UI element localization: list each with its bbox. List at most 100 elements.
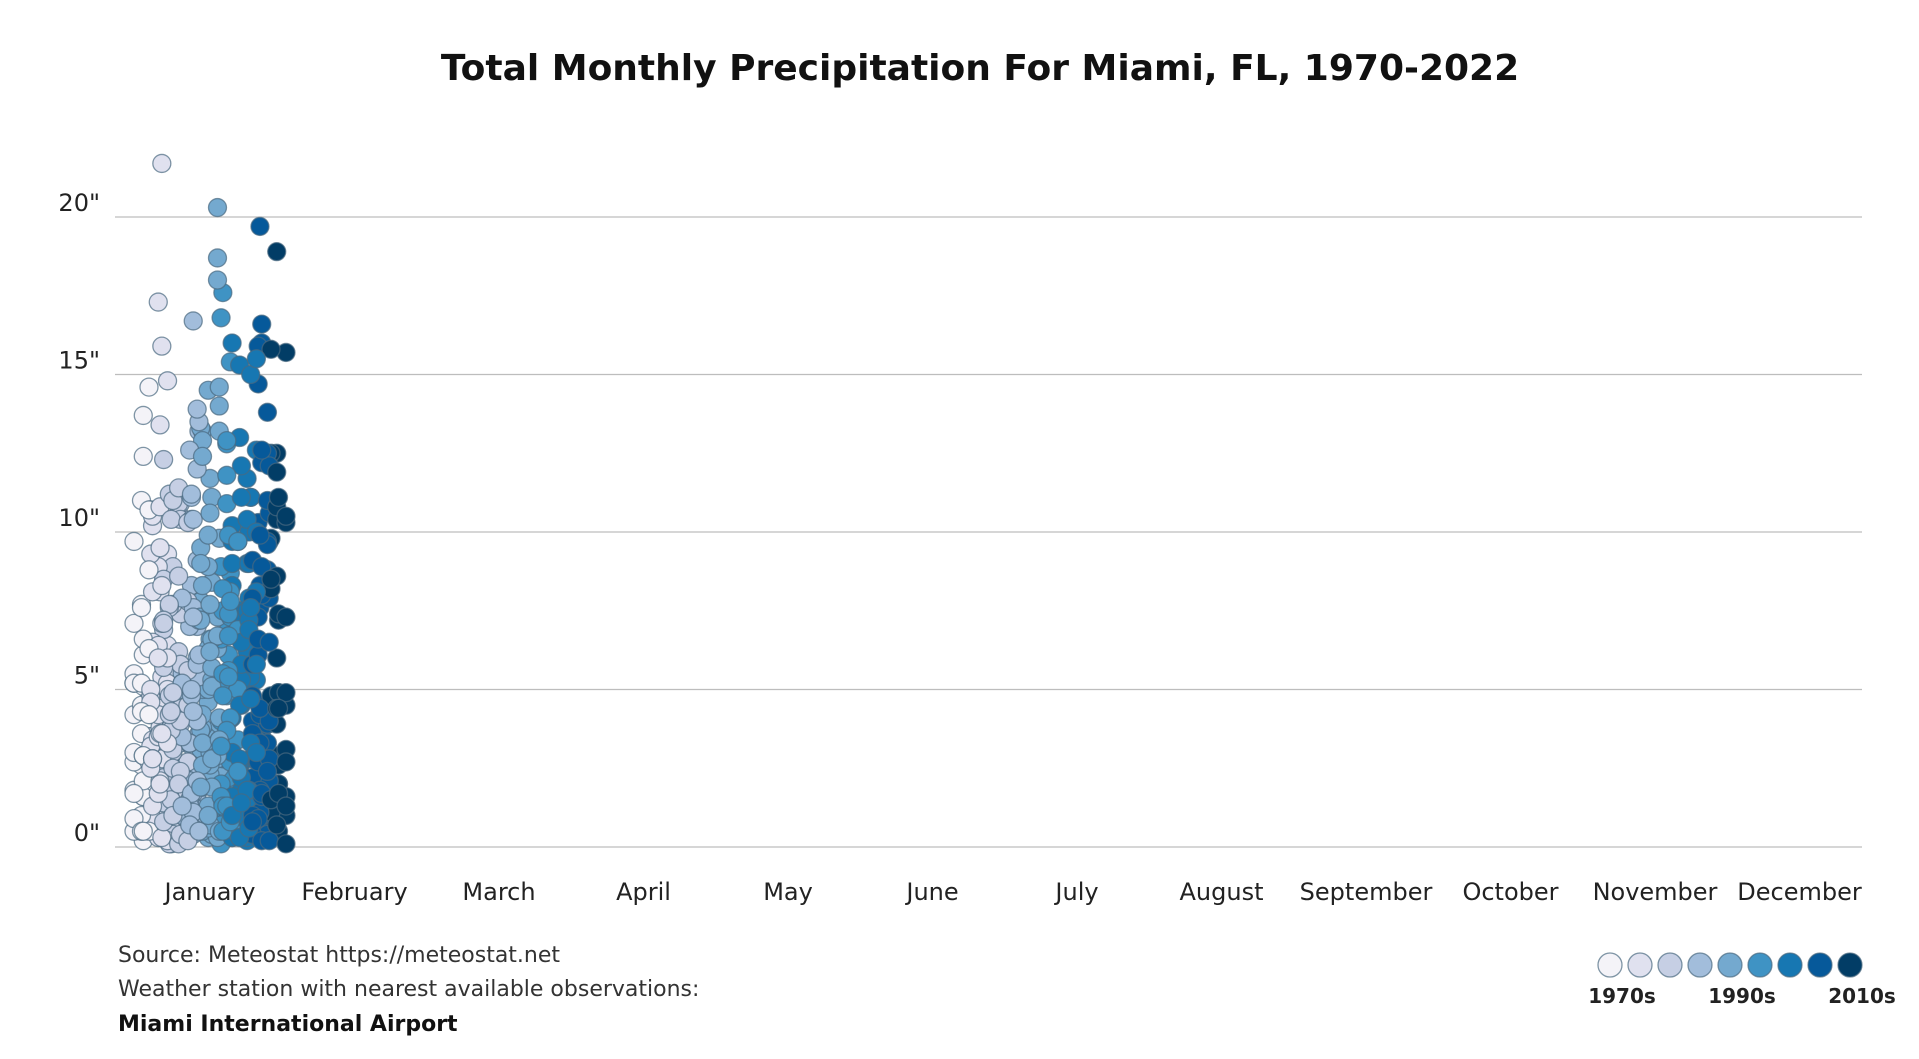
legend-swatch [1627,952,1653,978]
data-point [142,749,163,769]
data-point [183,509,203,530]
data-point [191,553,211,574]
data-point [209,396,229,416]
data-point [276,834,296,854]
data-point [139,377,159,397]
data-point [148,648,168,668]
x-tick-label: June [904,878,958,906]
data-point [150,538,170,558]
data-point [209,377,229,397]
data-point [217,465,237,485]
data-point [163,683,183,703]
data-point [198,805,218,826]
data-point [242,812,263,832]
chart-title: Total Monthly Precipitation For Miami, F… [441,48,1519,89]
legend-swatch [1837,952,1863,978]
data-point [148,292,168,312]
data-point [257,761,278,782]
data-point [200,642,220,662]
x-tick-label: February [301,878,407,906]
data-point [211,736,231,756]
data-point [250,525,270,545]
data-point [181,679,202,700]
data-point [261,569,281,589]
data-point [218,667,239,687]
x-tick-label: April [616,878,671,906]
x-tick-label: October [1462,878,1558,906]
legend-label: 2010s [1828,984,1896,1008]
x-tick-label: July [1053,878,1098,906]
data-point [217,430,237,451]
y-tick-label: 20" [58,189,100,217]
data-point [152,336,172,356]
data-point [183,311,203,331]
data-point [133,405,153,426]
legend-swatch [1777,952,1803,978]
data-point [150,774,170,794]
data-point [183,701,203,722]
data-point [228,761,248,782]
data-point [153,449,174,470]
data-point [181,484,202,504]
legend-swatch [1747,952,1773,978]
data-point [267,815,287,835]
data-point [246,349,267,369]
data-point [268,487,289,508]
data-point [207,270,228,290]
data-point [220,591,240,611]
data-point [250,216,270,237]
data-point [257,402,278,422]
data-point [200,594,220,615]
data-point [218,626,239,646]
data-point [191,777,211,797]
decade-legend: 1970s 1990s 2010s [1588,952,1896,1008]
data-point [276,506,296,526]
legend-swatch [1717,952,1743,978]
station-name: Miami International Airport [118,1012,458,1037]
data-point [153,613,174,633]
data-point [152,153,172,174]
data-point [207,197,228,218]
x-tick-label: December [1737,878,1862,906]
data-point [267,241,287,262]
data-points [124,153,296,854]
data-point [231,793,252,813]
data-point [124,531,144,552]
data-point [222,553,242,574]
y-tick-label: 5" [74,662,100,690]
data-point [241,689,261,709]
data-point [252,314,272,334]
data-point [246,742,267,763]
station-note: Weather station with nearest available o… [118,977,699,1002]
legend-swatch [1687,952,1713,978]
legend-label: 1970s [1588,984,1656,1008]
data-point [152,575,172,596]
data-point [124,783,144,804]
x-tick-label: March [462,878,535,906]
data-point [161,701,181,722]
data-point [161,509,181,530]
data-point [189,821,209,841]
data-point [252,440,272,460]
data-point [267,462,287,482]
data-point [187,399,207,419]
data-point [157,371,178,391]
source-text: Source: Meteostat https://meteostat.net [118,943,560,968]
data-point [207,248,228,268]
y-tick-label: 0" [74,819,100,847]
data-point [276,796,296,816]
data-point [192,733,213,753]
data-point [241,597,261,618]
data-point [276,607,296,627]
y-tick-label: 10" [58,504,100,532]
data-point [276,683,296,703]
data-point [267,648,287,668]
data-point [139,560,159,580]
data-point [124,613,144,633]
y-tick-label: 15" [58,347,100,375]
x-axis-ticks: January February March April May June July Augu… [163,878,1862,906]
x-tick-label: August [1180,878,1264,906]
data-point [183,607,203,627]
data-point [172,796,192,816]
